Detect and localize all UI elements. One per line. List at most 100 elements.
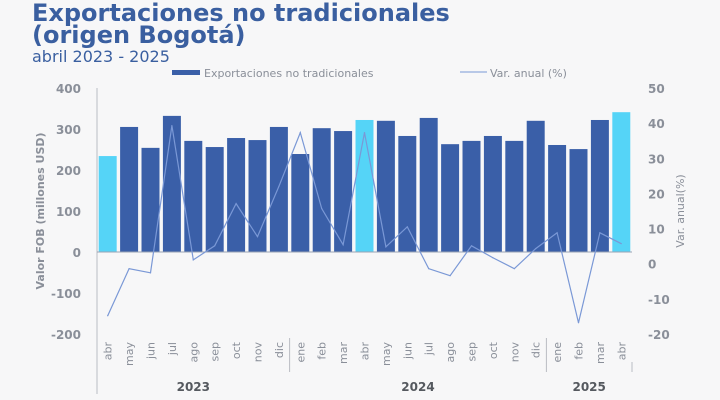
line-point bbox=[214, 245, 216, 247]
x-tick-label: abr bbox=[359, 342, 372, 361]
x-tick-label: may bbox=[123, 342, 136, 366]
line-point bbox=[513, 268, 515, 270]
line-point bbox=[128, 268, 130, 270]
x-tick-label: abr bbox=[615, 342, 628, 361]
y2-tick-label: -10 bbox=[648, 293, 670, 307]
y2-tick-label: 10 bbox=[648, 223, 665, 237]
line-point bbox=[449, 275, 451, 277]
bar bbox=[205, 147, 224, 252]
line-point bbox=[235, 203, 237, 205]
bar bbox=[441, 144, 460, 252]
bar bbox=[248, 140, 267, 252]
legend-line-label: Var. anual (%) bbox=[490, 67, 567, 80]
year-label: 2023 bbox=[177, 380, 210, 394]
y2-axis-title: Var. anual(%) bbox=[674, 174, 687, 247]
bar bbox=[162, 115, 181, 252]
line-point bbox=[428, 268, 430, 270]
legend-bar-label: Exportaciones no tradicionales bbox=[204, 67, 374, 80]
bar bbox=[291, 154, 310, 252]
line-point bbox=[363, 132, 366, 134]
bar bbox=[141, 147, 160, 252]
x-tick-label: nov bbox=[252, 342, 265, 363]
line-point bbox=[192, 259, 194, 261]
bar bbox=[569, 149, 588, 252]
y-axis-title: Valor FOB (millones USD) bbox=[34, 132, 47, 289]
legend-bar-swatch bbox=[172, 70, 200, 75]
line-point bbox=[299, 132, 301, 134]
x-tick-label: mar bbox=[337, 342, 350, 364]
line-point bbox=[406, 226, 408, 228]
bar bbox=[376, 120, 395, 252]
y2-tick-label: 0 bbox=[648, 258, 656, 272]
y-tick-label: 100 bbox=[56, 205, 81, 219]
line-point bbox=[171, 125, 173, 127]
bar bbox=[184, 140, 203, 252]
bar bbox=[505, 140, 524, 252]
x-tick-label: nov bbox=[508, 342, 521, 363]
x-tick-label: oct bbox=[487, 341, 500, 359]
year-label: 2025 bbox=[572, 380, 605, 394]
line-point bbox=[149, 272, 152, 274]
line-point bbox=[620, 243, 622, 245]
x-tick-label: may bbox=[380, 342, 393, 366]
year-label: 2024 bbox=[401, 380, 434, 394]
x-tick-label: feb bbox=[573, 342, 586, 360]
bar bbox=[590, 119, 609, 252]
x-tick-label: oct bbox=[230, 341, 243, 359]
bar bbox=[227, 138, 246, 252]
y2-tick-label: -20 bbox=[648, 328, 670, 342]
line-point bbox=[599, 232, 601, 234]
line-point bbox=[577, 322, 580, 324]
y2-tick-label: 40 bbox=[648, 117, 665, 131]
x-tick-label: jun bbox=[145, 342, 158, 360]
line-point bbox=[256, 236, 259, 238]
x-tick-label: ene bbox=[294, 342, 307, 363]
y-tick-label: 200 bbox=[56, 164, 81, 178]
bar bbox=[612, 112, 631, 252]
y-tick-label: 400 bbox=[56, 82, 81, 96]
bar bbox=[269, 126, 288, 252]
y2-tick-label: 50 bbox=[648, 82, 665, 96]
y-tick-label: -200 bbox=[51, 328, 81, 342]
x-tick-label: sep bbox=[466, 342, 479, 361]
bar bbox=[355, 119, 374, 252]
bar bbox=[120, 126, 139, 252]
y2-tick-label: 30 bbox=[648, 152, 665, 166]
x-tick-label: ago bbox=[187, 342, 200, 363]
line-point bbox=[107, 315, 109, 317]
line-point bbox=[342, 244, 344, 246]
bar bbox=[312, 128, 331, 252]
x-tick-label: dic bbox=[530, 342, 543, 358]
line-point bbox=[492, 257, 494, 259]
x-tick-label: mar bbox=[594, 342, 607, 364]
chart-title-line1: Exportaciones no tradicionales bbox=[32, 0, 450, 27]
line-point bbox=[535, 248, 537, 250]
x-tick-label: jul bbox=[166, 342, 179, 356]
line-point bbox=[385, 246, 387, 248]
y2-tick-label: 20 bbox=[648, 187, 665, 201]
chart-title-line2: (origen Bogotá) bbox=[32, 21, 246, 49]
bar bbox=[98, 156, 117, 252]
bar bbox=[548, 144, 567, 252]
x-tick-label: feb bbox=[316, 342, 329, 360]
x-tick-label: jul bbox=[423, 342, 436, 356]
x-tick-label: sep bbox=[209, 342, 222, 361]
x-tick-label: ago bbox=[444, 342, 457, 363]
x-tick-label: jun bbox=[401, 342, 414, 360]
bar bbox=[398, 135, 417, 252]
line-point bbox=[556, 232, 558, 234]
bar bbox=[462, 140, 481, 252]
x-tick-label: ene bbox=[551, 342, 564, 363]
line-point bbox=[321, 207, 323, 210]
x-tick-label: dic bbox=[273, 342, 286, 358]
y-tick-label: 0 bbox=[73, 246, 81, 260]
y-tick-label: -100 bbox=[51, 287, 81, 301]
x-tick-label: abr bbox=[102, 342, 115, 361]
bar bbox=[483, 135, 502, 252]
bar bbox=[419, 117, 438, 253]
chart-subtitle: abril 2023 - 2025 bbox=[32, 47, 170, 66]
y-tick-label: 300 bbox=[56, 123, 81, 137]
bar bbox=[526, 120, 545, 252]
